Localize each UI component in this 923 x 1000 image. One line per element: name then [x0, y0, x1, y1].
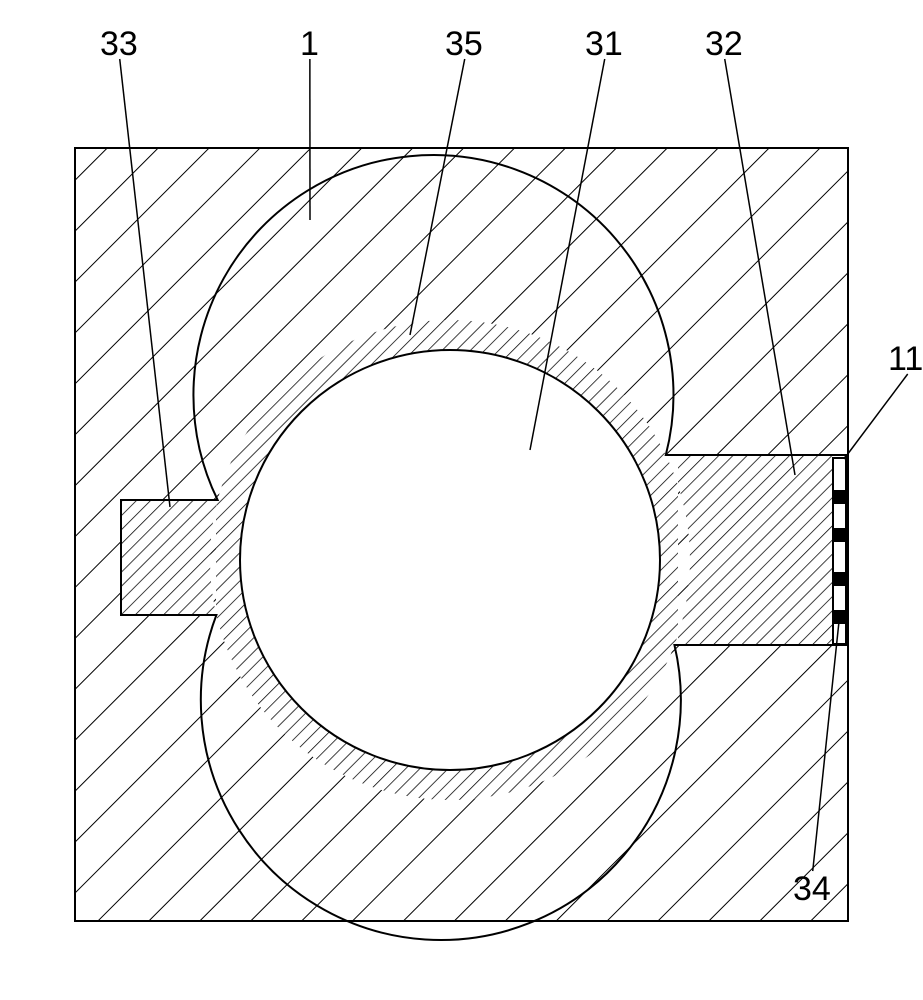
label-text: 35	[445, 25, 483, 63]
label-text: 32	[705, 25, 743, 63]
label-text: 11	[888, 340, 923, 378]
label-text: 1	[300, 25, 319, 63]
panel-tick	[834, 490, 846, 504]
bore	[240, 350, 660, 770]
label-text: 33	[100, 25, 138, 63]
label-text: 34	[793, 870, 831, 908]
panel-tick	[834, 572, 846, 586]
label-text: 31	[585, 25, 623, 63]
panel-tick	[834, 528, 846, 542]
label-11: 11	[844, 340, 923, 459]
